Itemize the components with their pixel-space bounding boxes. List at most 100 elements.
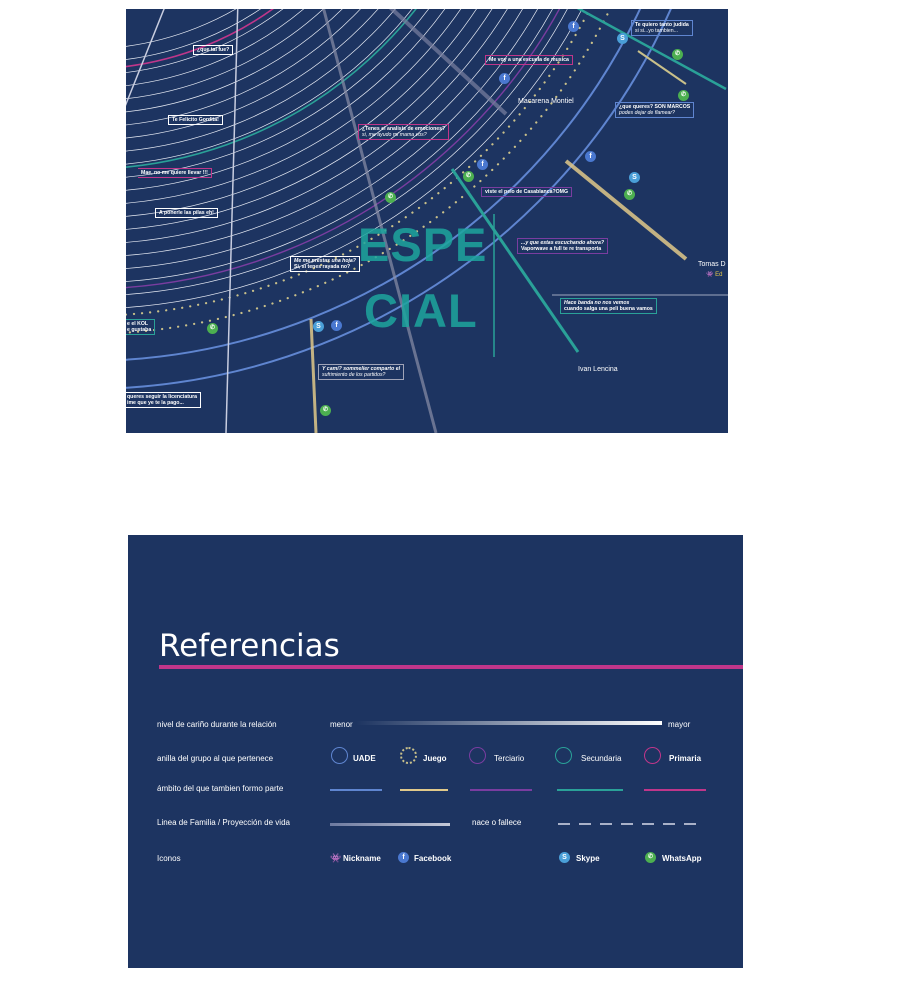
ring-line <box>126 9 237 47</box>
bubble-que-queres-line2: podes dejar de flamear? <box>619 110 675 117</box>
person-name-macarena: Macarena Montiel <box>518 98 574 105</box>
skype-icon: S <box>559 852 570 863</box>
radial-line <box>637 50 687 85</box>
bubble-cami-line2: sufrimiento de los partidos? <box>322 372 386 379</box>
bubble-hace-banda-line2: cuando salga una peli buena vamos <box>564 306 653 313</box>
facebook-icon: f <box>568 21 579 32</box>
relationship-diagram: ESPE CIAL Macarena Montiel Ivan Lencina … <box>126 9 728 433</box>
facebook-icon: f <box>585 151 596 162</box>
radial-line <box>225 9 239 433</box>
icon-label-nickname: Nickname <box>343 854 381 863</box>
bubble-licenciatura-line1: queres seguir la licenciatura <box>127 394 198 400</box>
bubble-kol-line2: e gustaba <box>127 327 152 334</box>
secundaria-ring-icon <box>555 747 572 764</box>
ambito-line-juego <box>400 789 448 791</box>
bubble-kol-line1: e el KOL <box>127 321 149 327</box>
big-word-line2: CIAL <box>364 284 478 337</box>
label-menor: menor <box>330 720 353 729</box>
group-secundaria: Secundaria <box>581 754 622 763</box>
facebook-icon: f <box>499 73 510 84</box>
bubble-felicito: Te Felicito Gordita! <box>168 115 223 126</box>
bubble-hace-banda: Hace banda no nos vemos cuando salga una… <box>560 298 657 315</box>
bubble-analisis-line2: si, me ayudo mi mama vos? <box>362 132 427 139</box>
bubble-prestas: Me me prestas una hoja? Si, si tenes ray… <box>290 256 360 273</box>
bubble-analisis-line1: ¿Tenes el analisis de emociones? <box>362 126 446 132</box>
icon-label-whatsapp: WhatsApp <box>662 854 702 863</box>
label-nace-fallece: nace o fallece <box>472 818 522 827</box>
legend-title-rule <box>159 665 743 669</box>
icon-label-skype: Skype <box>576 854 600 863</box>
whatsapp-icon: ✆ <box>645 852 656 863</box>
bubble-analisis: ¿Tenes el analisis de emociones? si, me … <box>358 124 450 141</box>
row-label-anilla: anilla del grupo al que pertenece <box>157 754 274 763</box>
bubble-que-queres-line1: ¿que queres? SON MARCOS <box>619 104 691 110</box>
bubble-prestas-line2: Si, si tenes rayada no? <box>294 264 351 271</box>
radial-line <box>450 168 580 353</box>
skype-icon: S <box>629 172 640 183</box>
primaria-ring-icon <box>644 747 661 764</box>
person-name-tomas: Tomas D <box>698 261 726 268</box>
rings-diagram <box>126 9 728 433</box>
bubble-hace-banda-line1: Hace banda no nos vemos <box>564 300 630 306</box>
terciario-ring-icon <box>469 747 486 764</box>
skype-icon: S <box>313 321 324 332</box>
ambito-line-secundaria <box>557 789 623 791</box>
bubble-kol: e el KOL e gustaba <box>126 319 156 336</box>
group-uade: UADE <box>353 754 376 763</box>
radial-line <box>388 9 508 116</box>
bubble-mae: Mae, no me quiere llevar !!! <box>138 168 212 179</box>
nickname-icon: 👾 Ed <box>706 272 723 278</box>
ambito-line-primaria <box>644 789 706 791</box>
bubble-cami: Y cami? sommelier comparto el sufrimient… <box>318 364 405 381</box>
group-juego: Juego <box>423 754 447 763</box>
bubble-te-quiero-line1: Te quiero tanto judida <box>635 22 689 28</box>
bubble-me-voy: Me voy a una escuela de musica <box>485 55 573 66</box>
bubble-licenciatura-line2: ime que ye te la pago... <box>127 400 184 407</box>
bubble-te-quiero-line2: si si...yo tambien... <box>635 28 678 35</box>
radial-line <box>576 9 727 91</box>
icon-label-facebook: Facebook <box>414 854 452 863</box>
bubble-escuchando-line2: Vaporwave a full te re transporta <box>521 246 602 253</box>
person-name-ivan: Ivan Lencina <box>578 366 618 373</box>
ambito-line-uade <box>330 789 382 791</box>
bubble-viste: viste el pelo de Casablanca?OMG <box>481 187 573 198</box>
bubble-prestas-line1: Me me prestas una hoja? <box>294 258 356 264</box>
bubble-te-quiero: Te quiero tanto judida si si...yo tambie… <box>631 20 693 37</box>
legend-panel: Referencias nivel de cariño durante la r… <box>128 535 743 968</box>
dashed-line-sample <box>558 823 704 825</box>
whatsapp-icon: ✆ <box>463 171 474 182</box>
whatsapp-icon: ✆ <box>678 90 689 101</box>
family-line-sample <box>330 823 450 826</box>
skype-icon: S <box>617 33 628 44</box>
bubble-escuchando-line1: ...y que estas escuchando ahora? <box>521 240 605 246</box>
group-primaria: Primaria <box>669 754 702 763</box>
ring-line <box>126 9 445 191</box>
row-label-linea: Linea de Familia / Proyección de vida <box>157 818 290 827</box>
ring-line <box>126 9 429 178</box>
bubble-escuchando: ...y que estas escuchando ahora? Vaporwa… <box>517 238 609 255</box>
legend-title: Referencias <box>159 628 340 664</box>
bubble-que-tal: ¿que tal fue? <box>193 45 234 56</box>
radial-line <box>126 9 165 107</box>
bubble-cami-line1: Y cami? sommelier comparto el <box>322 366 401 372</box>
radial-line <box>309 318 318 433</box>
tomas-nickname: Ed <box>715 272 723 278</box>
label-mayor: mayor <box>668 720 691 729</box>
row-label-carino: nivel de cariño durante la relación <box>157 720 277 729</box>
big-word-line1: ESPE <box>358 218 488 271</box>
facebook-icon: f <box>331 320 342 331</box>
whatsapp-icon: ✆ <box>320 405 331 416</box>
bubble-licenciatura: queres seguir la licenciatura ime que ye… <box>126 392 202 409</box>
radial-line <box>322 9 438 433</box>
bubble-que-queres: ¿que queres? SON MARCOS podes dejar de f… <box>615 102 695 119</box>
juego-ring-icon <box>400 747 417 764</box>
whatsapp-icon: ✆ <box>624 189 635 200</box>
radial-line <box>564 159 688 261</box>
facebook-icon: f <box>398 852 409 863</box>
ambito-line-terciario <box>470 789 532 791</box>
whatsapp-icon: ✆ <box>385 192 396 203</box>
group-terciario: Terciario <box>494 754 525 763</box>
whatsapp-icon: ✆ <box>207 323 218 334</box>
facebook-icon: f <box>477 159 488 170</box>
ring-line <box>126 9 261 60</box>
